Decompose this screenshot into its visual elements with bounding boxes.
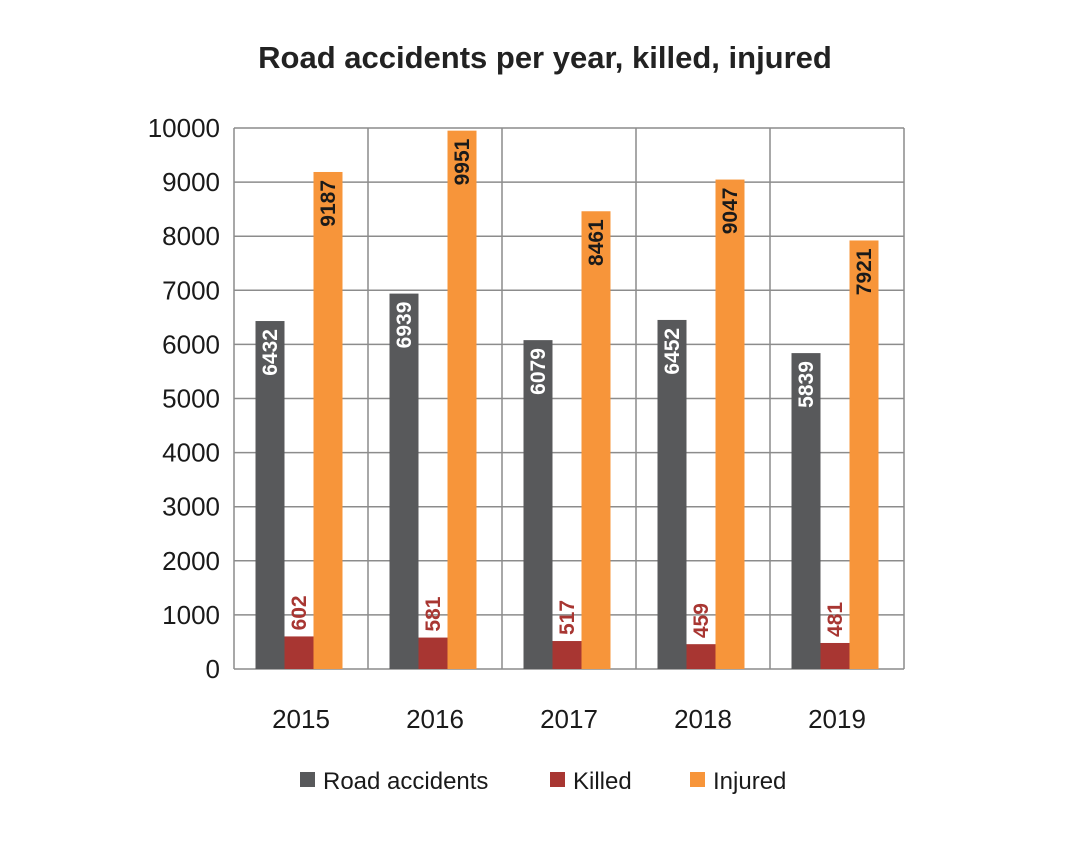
data-label: 581	[422, 596, 445, 631]
legend-label: Injured	[713, 768, 786, 795]
y-tick-label: 6000	[162, 329, 220, 359]
bar-road-accidents	[657, 319, 687, 669]
bar-killed	[418, 637, 448, 669]
bar-injured	[581, 211, 611, 670]
bar-injured	[715, 179, 745, 669]
data-label: 517	[556, 600, 579, 635]
chart-title: Road accidents per year, killed, injured	[258, 40, 832, 75]
y-tick-label: 5000	[162, 384, 220, 414]
data-label: 9951	[451, 138, 474, 185]
y-tick-label: 10000	[148, 113, 220, 143]
bar-injured	[447, 130, 477, 670]
data-label: 6939	[393, 302, 416, 349]
y-tick-label: 4000	[162, 438, 220, 468]
legend-swatch	[300, 772, 315, 787]
bar-road-accidents	[389, 293, 419, 669]
data-label: 9047	[719, 188, 742, 235]
bar-road-accidents	[255, 321, 285, 669]
legend-swatch	[550, 772, 565, 787]
ticks-layer: 0 1000 2000 3000 4000 5000 6000 7000 8000 9000 100…	[148, 113, 866, 734]
legend: Road accidents Killed Injured	[300, 768, 786, 795]
y-tick-label: 3000	[162, 492, 220, 522]
data-label: 9187	[317, 180, 340, 227]
bar-road-accidents	[523, 340, 553, 669]
labels-layer: 6432 602 9187 6939 581 9951 6079 517 8461 6452 459…	[259, 138, 876, 638]
x-tick-label: 2019	[808, 704, 866, 734]
data-label: 6452	[661, 328, 684, 375]
x-tick-label: 2016	[406, 704, 464, 734]
data-label: 5839	[795, 361, 818, 408]
bar-injured	[849, 240, 879, 669]
bar-injured	[313, 171, 343, 669]
legend-label: Killed	[573, 768, 632, 795]
bar-killed	[820, 642, 850, 669]
bars-layer	[255, 130, 879, 670]
bar-killed	[284, 636, 314, 669]
data-label: 6432	[259, 329, 282, 376]
bar-road-accidents	[791, 353, 821, 669]
y-tick-label: 8000	[162, 221, 220, 251]
y-tick-label: 2000	[162, 546, 220, 576]
x-tick-label: 2018	[674, 704, 732, 734]
data-label: 481	[824, 602, 847, 637]
bar-killed	[552, 641, 582, 669]
y-tick-label: 0	[206, 654, 220, 684]
bar-killed	[686, 644, 716, 669]
data-label: 6079	[527, 348, 550, 395]
legend-swatch	[690, 772, 705, 787]
data-label: 8461	[585, 219, 608, 266]
y-tick-label: 9000	[162, 167, 220, 197]
y-tick-label: 7000	[162, 275, 220, 305]
y-tick-label: 1000	[162, 600, 220, 630]
data-label: 602	[288, 595, 311, 630]
data-label: 7921	[853, 248, 876, 295]
data-label: 459	[690, 603, 713, 638]
x-tick-label: 2017	[540, 704, 598, 734]
grid-layer	[233, 127, 905, 670]
x-tick-label: 2015	[272, 704, 330, 734]
legend-label: Road accidents	[323, 768, 488, 795]
